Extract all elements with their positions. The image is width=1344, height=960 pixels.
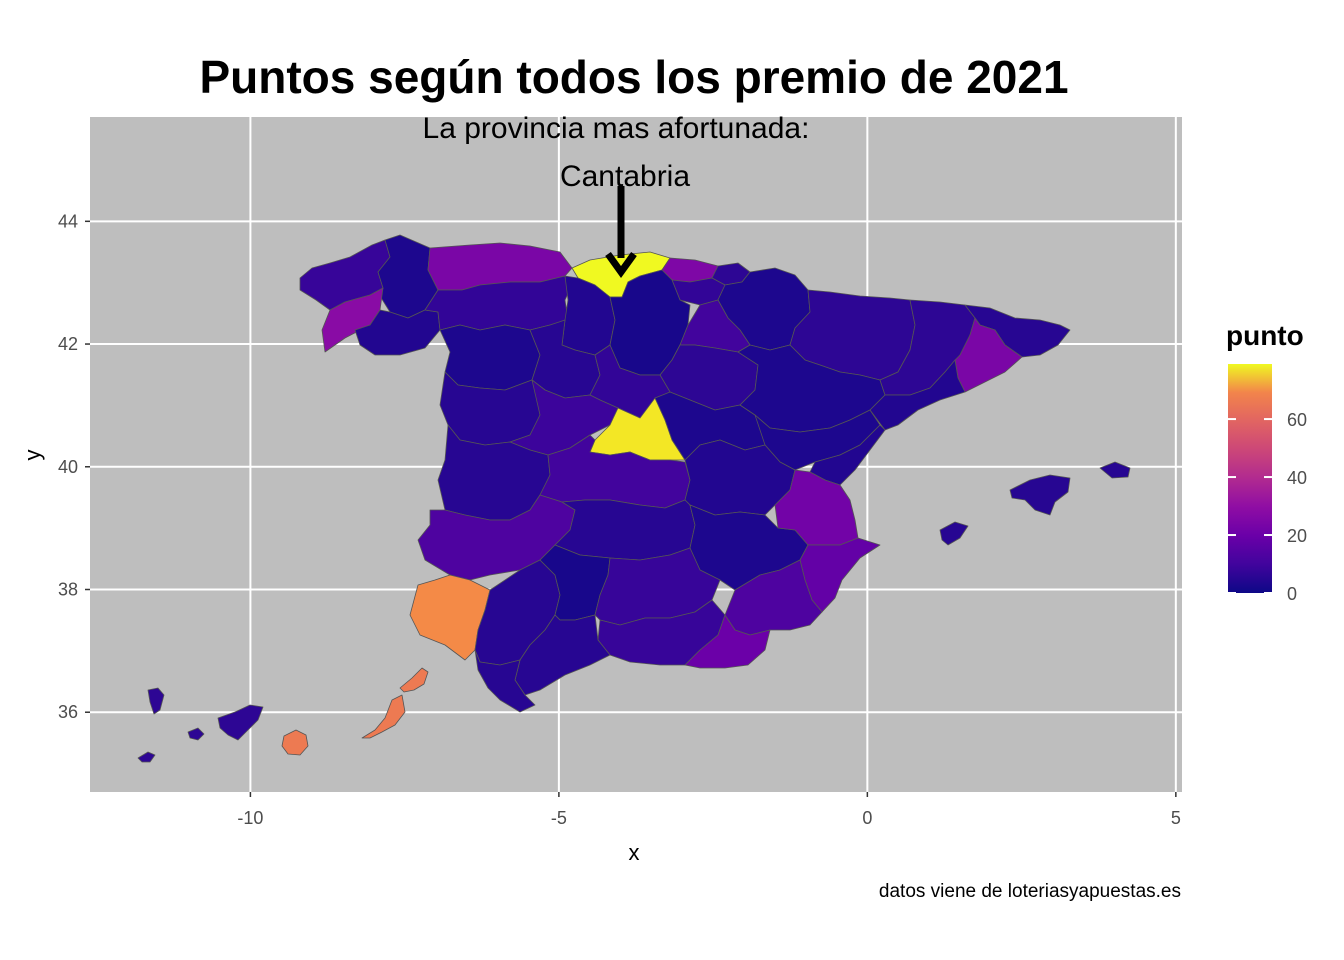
province-tarragona — [869, 359, 966, 431]
province-santa-cruz-de-tenerife-el-hierro — [137, 751, 156, 763]
legend-title: punto — [1226, 320, 1304, 351]
y-tick-label: 40 — [58, 457, 78, 477]
legend-tick-label: 60 — [1287, 410, 1307, 430]
legend: punto 0 20 40 60 — [1226, 320, 1307, 604]
y-tick-label: 36 — [58, 702, 78, 722]
annotation-line1: La provincia mas afortunada: — [423, 112, 810, 145]
province-illes-balears-menorca — [1099, 461, 1131, 479]
province-santa-cruz-de-tenerife-la-gomera — [187, 727, 205, 741]
province-las-palmas — [281, 729, 309, 756]
x-tick-label: 5 — [1171, 808, 1181, 828]
province-malaga — [514, 614, 611, 696]
province-las-palmas-lanzarote — [399, 667, 429, 693]
x-axis-ticks: -10 -5 0 5 — [237, 792, 1181, 828]
annotation: La provincia mas afortunada: Cantabria — [423, 112, 810, 278]
legend-tick-label: 20 — [1287, 526, 1307, 546]
province-almeria — [684, 614, 771, 669]
province-illes-balears-ibiza — [939, 521, 969, 546]
y-axis-ticks: 36 38 40 42 44 — [58, 211, 90, 722]
x-axis-title: x — [629, 840, 640, 865]
x-tick-label: 0 — [862, 808, 872, 828]
province-valencia — [774, 469, 859, 546]
province-zamora — [439, 324, 541, 391]
x-tick-label: -10 — [237, 808, 263, 828]
legend-tick-label: 40 — [1287, 468, 1307, 488]
province-cadiz — [474, 649, 536, 713]
caption: datos viene de loteriasyapuestas.es — [879, 881, 1181, 902]
annotation-arrowhead — [605, 251, 637, 278]
annotation-line2: Cantabria — [560, 160, 690, 193]
legend-ticks: 0 20 40 60 — [1228, 410, 1307, 604]
province-santa-cruz-de-tenerife-la-palma — [147, 687, 165, 715]
legend-colorbar — [1228, 364, 1272, 593]
y-tick-label: 44 — [58, 211, 78, 231]
province-layer — [137, 234, 1131, 763]
y-axis-title: y — [20, 450, 45, 461]
province-santa-cruz-de-tenerife — [217, 704, 264, 741]
province-ciudad-real — [554, 499, 696, 561]
chart-title: Puntos según todos los premio de 2021 — [199, 51, 1068, 103]
y-tick-label: 38 — [58, 580, 78, 600]
province-las-palmas-fuerteventura — [361, 694, 406, 739]
province-barcelona — [954, 317, 1023, 393]
province-illes-balears — [1009, 474, 1071, 516]
y-tick-label: 42 — [58, 334, 78, 354]
x-tick-label: -5 — [551, 808, 567, 828]
legend-tick-label: 0 — [1287, 584, 1297, 604]
